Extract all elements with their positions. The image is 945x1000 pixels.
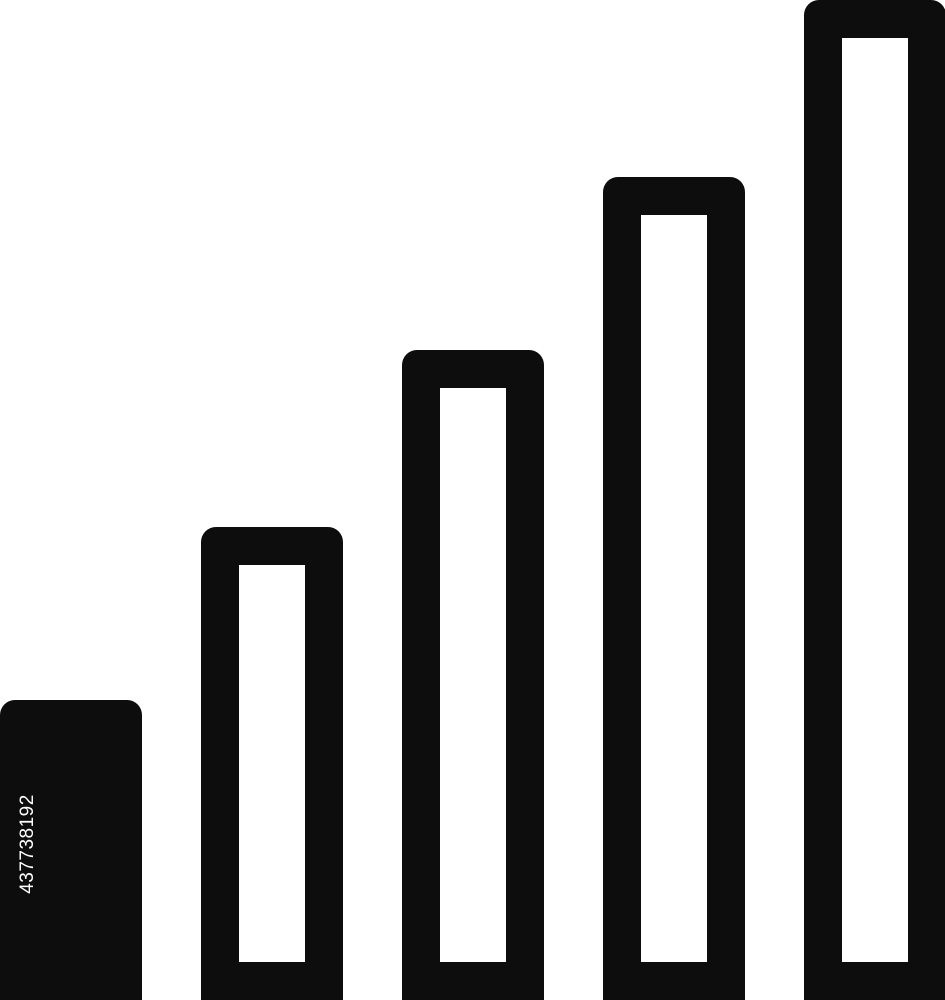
signal-bar-3 xyxy=(402,350,544,1000)
signal-bar-1-outline xyxy=(0,700,142,1000)
signal-bar-2-interior xyxy=(239,565,305,962)
signal-bar-4 xyxy=(603,177,745,1000)
signal-bar-4-interior xyxy=(641,215,707,962)
signal-bar-5-interior xyxy=(842,38,908,962)
signal-bar-1 xyxy=(0,700,142,1000)
signal-bar-2 xyxy=(201,527,343,1000)
signal-bar-3-interior xyxy=(440,388,506,962)
signal-bar-5 xyxy=(804,0,945,1000)
